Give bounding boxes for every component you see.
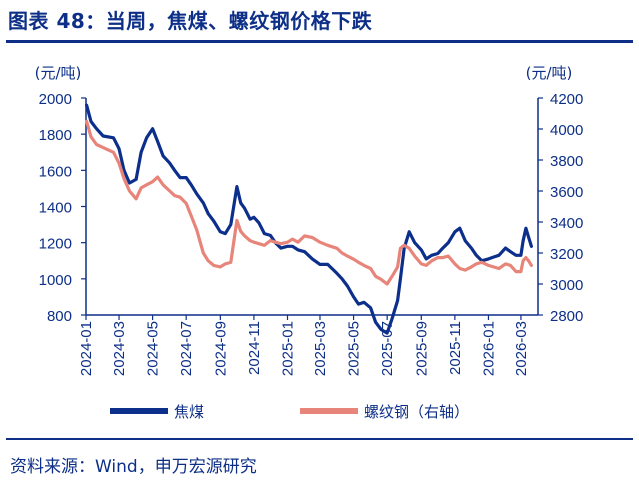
- x-tick-label: 2024-07: [178, 321, 195, 376]
- legend: 焦煤 螺纹钢（右轴）: [110, 403, 469, 421]
- rebar-line: [84, 119, 534, 286]
- left-tick-label: 1400: [39, 200, 72, 217]
- right-tick-label: 3400: [550, 215, 583, 232]
- title-divider: [6, 40, 633, 43]
- left-tick-label: 2000: [39, 91, 72, 108]
- x-tick-label: 2024-01: [78, 321, 95, 376]
- x-tick-label: 2024-09: [212, 321, 229, 376]
- right-tick-label: 3800: [550, 153, 583, 170]
- left-tick-label: 800: [47, 308, 72, 325]
- chart-title: 图表 48：当周，焦煤、螺纹钢价格下跌: [8, 9, 373, 33]
- x-tick-label: 2025-03: [312, 321, 329, 376]
- x-tick-label: 2026-03: [513, 321, 530, 376]
- x-tick-label: 2025-11: [447, 321, 464, 375]
- axes: (元/吨) (元/吨) 800 1000 1200 1400 1600 1800 2000 280…: [35, 64, 584, 376]
- right-axis-unit: (元/吨): [526, 64, 573, 82]
- series: [84, 103, 534, 335]
- right-tick-label: 3000: [550, 277, 583, 294]
- right-tick-label: 4000: [550, 122, 583, 139]
- legend-rebar-label: 螺纹钢（右轴）: [364, 403, 469, 421]
- left-tick-label: 1000: [39, 272, 72, 289]
- x-tick-label: 2026-01: [480, 321, 497, 376]
- source-note: 资料来源：Wind，申万宏源研究: [10, 457, 257, 477]
- x-tick-label: 2024-05: [145, 321, 162, 376]
- x-tick-label: 2025-09: [413, 321, 430, 376]
- right-tick-label: 2800: [550, 308, 583, 325]
- right-tick-label: 3600: [550, 184, 583, 201]
- legend-coking-coal-label: 焦煤: [174, 403, 204, 421]
- left-tick-label: 1800: [39, 127, 72, 144]
- left-tick-label: 1200: [39, 236, 72, 253]
- x-tick-label: 2025-07: [379, 321, 396, 376]
- left-tick-label: 1600: [39, 163, 72, 180]
- x-tick-label: 2024-11: [246, 321, 263, 375]
- right-tick-label: 4200: [550, 91, 583, 108]
- source-divider: [6, 438, 633, 440]
- coking-coal-line: [84, 103, 534, 335]
- left-axis-unit: (元/吨): [35, 64, 82, 82]
- x-tick-label: 2025-05: [346, 321, 363, 376]
- x-tick-label: 2024-03: [111, 321, 128, 376]
- x-tick-label: 2025-01: [280, 321, 297, 376]
- right-tick-label: 3200: [550, 246, 583, 263]
